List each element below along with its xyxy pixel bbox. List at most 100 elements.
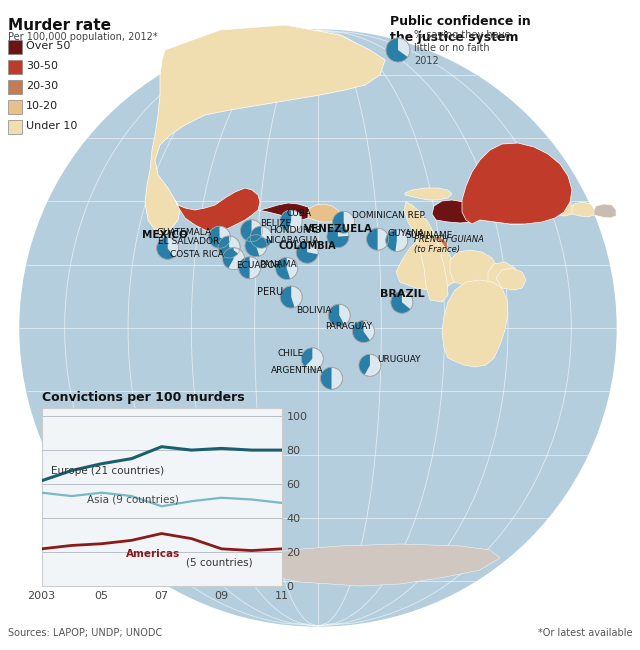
Circle shape xyxy=(250,226,272,248)
Bar xyxy=(8,120,22,134)
Text: VENEZUELA: VENEZUELA xyxy=(303,224,372,234)
Text: Europe (21 countries): Europe (21 countries) xyxy=(51,466,164,476)
Polygon shape xyxy=(594,204,616,218)
Wedge shape xyxy=(157,237,174,259)
Wedge shape xyxy=(367,228,378,250)
Text: HONDURAS: HONDURAS xyxy=(269,226,321,235)
Text: NICARAGUA: NICARAGUA xyxy=(266,236,319,245)
Circle shape xyxy=(465,202,471,208)
Wedge shape xyxy=(209,226,230,248)
Bar xyxy=(8,80,22,94)
Polygon shape xyxy=(405,188,452,200)
Text: SURINAME: SURINAME xyxy=(406,231,453,240)
Text: Americas: Americas xyxy=(125,549,180,560)
Wedge shape xyxy=(276,257,290,280)
Circle shape xyxy=(241,220,262,242)
Text: Sources: LAPOP; UNDP; UNODC: Sources: LAPOP; UNDP; UNODC xyxy=(8,628,163,638)
Text: *Or latest available: *Or latest available xyxy=(538,628,632,638)
Polygon shape xyxy=(572,202,595,217)
Text: 10-20: 10-20 xyxy=(26,101,58,111)
Wedge shape xyxy=(241,220,259,242)
Text: Asia (9 countries): Asia (9 countries) xyxy=(86,495,179,505)
Wedge shape xyxy=(296,241,318,263)
Circle shape xyxy=(209,226,230,248)
Polygon shape xyxy=(450,250,499,288)
Wedge shape xyxy=(333,211,347,233)
Text: MEXICO: MEXICO xyxy=(142,230,188,240)
Circle shape xyxy=(328,304,350,326)
Polygon shape xyxy=(442,280,508,367)
Circle shape xyxy=(218,236,240,258)
Wedge shape xyxy=(386,38,408,62)
Circle shape xyxy=(327,226,349,248)
Wedge shape xyxy=(280,210,291,231)
Wedge shape xyxy=(328,304,344,326)
Circle shape xyxy=(239,257,260,279)
Polygon shape xyxy=(462,143,572,224)
Wedge shape xyxy=(218,236,238,258)
Text: CHILE: CHILE xyxy=(278,349,304,358)
Text: Public confidence in
the justice system: Public confidence in the justice system xyxy=(390,15,531,44)
Polygon shape xyxy=(432,200,482,223)
Text: EL SALVADOR: EL SALVADOR xyxy=(157,237,219,246)
Circle shape xyxy=(280,210,302,232)
Wedge shape xyxy=(391,291,410,313)
Circle shape xyxy=(321,367,342,389)
Text: PARAGUAY: PARAGUAY xyxy=(326,322,372,331)
Circle shape xyxy=(493,201,499,207)
Wedge shape xyxy=(327,226,349,248)
Circle shape xyxy=(489,203,495,209)
Circle shape xyxy=(245,235,267,257)
Text: COLOMBIA: COLOMBIA xyxy=(278,240,336,251)
Text: PERU: PERU xyxy=(257,287,284,297)
Text: DOMINICAN REP.: DOMINICAN REP. xyxy=(352,211,426,220)
Circle shape xyxy=(359,354,381,376)
Polygon shape xyxy=(396,236,455,290)
Wedge shape xyxy=(239,257,250,279)
Text: COSTA RICA: COSTA RICA xyxy=(170,250,224,259)
Circle shape xyxy=(333,211,355,233)
Circle shape xyxy=(472,204,478,210)
Circle shape xyxy=(386,229,408,252)
Bar xyxy=(8,60,22,74)
Circle shape xyxy=(20,30,616,626)
Wedge shape xyxy=(245,235,259,257)
Circle shape xyxy=(485,204,491,210)
Polygon shape xyxy=(488,262,518,288)
Polygon shape xyxy=(496,268,526,290)
Circle shape xyxy=(367,228,388,250)
Circle shape xyxy=(391,291,413,313)
Text: ARGENTINA: ARGENTINA xyxy=(271,366,323,375)
Circle shape xyxy=(280,286,302,308)
Text: (5 countries): (5 countries) xyxy=(186,557,252,567)
Circle shape xyxy=(296,241,318,263)
Text: Murder rate: Murder rate xyxy=(8,18,111,33)
Polygon shape xyxy=(416,236,448,254)
Polygon shape xyxy=(240,544,500,586)
Text: BELIZE: BELIZE xyxy=(260,219,291,228)
Circle shape xyxy=(453,199,459,205)
Text: 30-50: 30-50 xyxy=(26,61,58,71)
Wedge shape xyxy=(223,248,234,268)
Circle shape xyxy=(301,348,323,370)
Polygon shape xyxy=(480,200,545,224)
Polygon shape xyxy=(502,194,524,204)
Wedge shape xyxy=(353,320,370,343)
Wedge shape xyxy=(359,354,370,375)
Text: BOLIVIA: BOLIVIA xyxy=(296,306,332,315)
Circle shape xyxy=(353,320,374,343)
Polygon shape xyxy=(308,204,340,222)
Text: Convictions per 100 murders: Convictions per 100 murders xyxy=(42,391,244,404)
Polygon shape xyxy=(145,25,385,235)
Wedge shape xyxy=(386,229,397,252)
Bar xyxy=(8,40,22,54)
Text: FRENCH GUIANA
(to France): FRENCH GUIANA (to France) xyxy=(414,235,484,254)
Text: Per 100,000 population, 2012*: Per 100,000 population, 2012* xyxy=(8,32,157,42)
Polygon shape xyxy=(404,202,448,302)
Circle shape xyxy=(157,237,179,259)
Wedge shape xyxy=(301,348,312,367)
Text: % saying they have
little or no faith
2012: % saying they have little or no faith 20… xyxy=(414,30,510,66)
Polygon shape xyxy=(258,203,310,220)
Text: Over 50: Over 50 xyxy=(26,41,70,51)
Circle shape xyxy=(386,38,410,62)
